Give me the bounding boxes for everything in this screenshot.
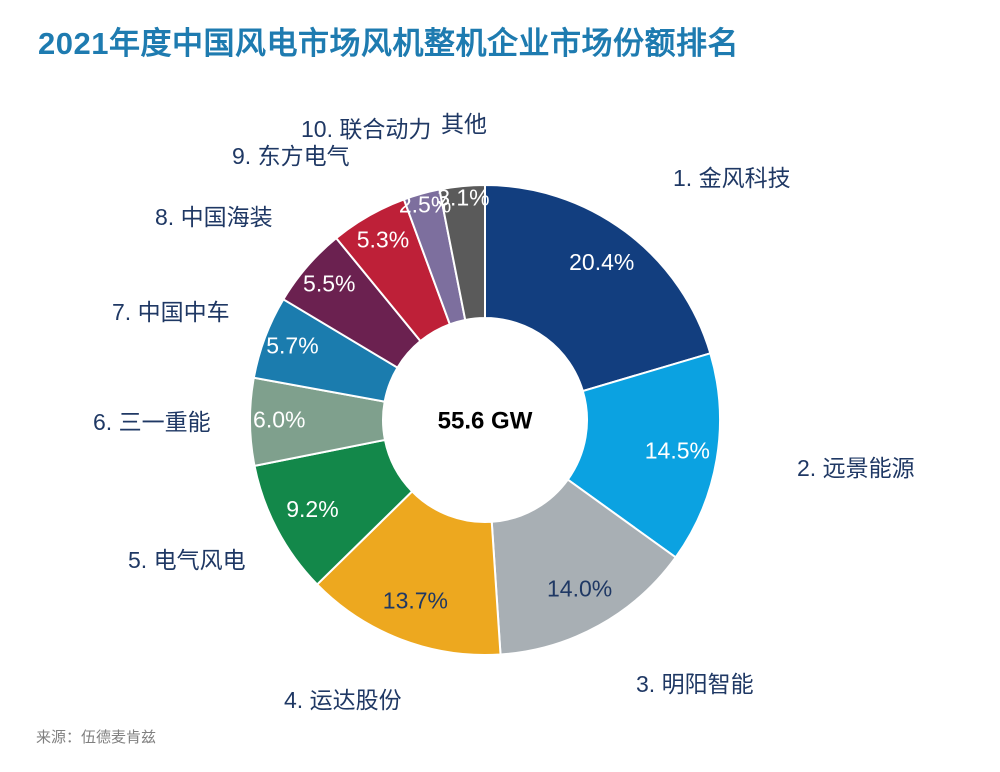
pie-slice-value-label: 3.1% — [437, 184, 489, 210]
pie-category-label[interactable]: 9. 东方电气 — [232, 143, 350, 169]
donut-hole — [383, 318, 587, 522]
center-total-label: 55.6 GW — [438, 407, 533, 434]
pie-category-label[interactable]: 7. 中国中车 — [112, 299, 230, 325]
pie-slice-value-label: 14.0% — [547, 576, 612, 602]
page-title: 2021年度中国风电市场风机整机企业市场份额排名 — [38, 26, 739, 61]
pie-slice-value-label: 2.5% — [399, 192, 451, 218]
pie-category-label[interactable]: 5. 电气风电 — [128, 547, 246, 573]
pie-slice-value-label: 5.7% — [266, 333, 318, 359]
pie-slice-value-label: 20.4% — [569, 249, 634, 275]
pie-category-label[interactable]: 8. 中国海装 — [155, 204, 273, 230]
pie-slice-value-label: 6.0% — [253, 407, 305, 433]
pie-slice-value-label: 5.5% — [303, 271, 355, 297]
pie-slices — [249, 183, 721, 656]
pie-slice-value-label: 13.7% — [383, 587, 448, 613]
pie-category-label[interactable]: 其他 — [441, 111, 487, 137]
source-note: 来源：伍德麦肯兹 — [36, 729, 157, 746]
pie-category-label[interactable]: 6. 三一重能 — [93, 409, 211, 435]
pie-slice-value-label: 14.5% — [645, 438, 710, 464]
pie-category-label[interactable]: 10. 联合动力 — [301, 116, 432, 142]
pie-category-label[interactable]: 4. 运达股份 — [284, 687, 402, 713]
pie-value-labels: 20.4% 14.5% 14.0% 13.7% 9.2% 6.0% 5.7% 5.5%5.3%… — [253, 184, 710, 613]
pie-category-label[interactable]: 2. 远景能源 — [797, 455, 915, 481]
pie-slice-value-label: 5.3% — [357, 226, 409, 252]
pie-category-label[interactable]: 3. 明阳智能 — [636, 671, 754, 697]
pie-category-label[interactable]: 1. 金风科技 — [673, 165, 791, 191]
pie-slice-value-label: 9.2% — [286, 496, 338, 522]
